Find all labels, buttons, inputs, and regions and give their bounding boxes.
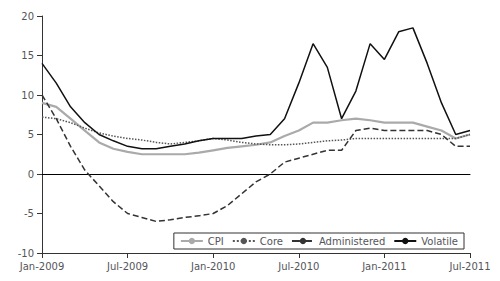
svg-text:Jul-2009: Jul-2009 bbox=[106, 261, 148, 272]
svg-text:Jan-2011: Jan-2011 bbox=[361, 261, 406, 272]
svg-text:Administered: Administered bbox=[319, 236, 385, 247]
svg-text:Volatile: Volatile bbox=[421, 236, 458, 247]
svg-text:CPI: CPI bbox=[208, 236, 224, 247]
svg-text:5: 5 bbox=[28, 129, 34, 140]
svg-text:20: 20 bbox=[21, 11, 34, 22]
svg-text:0: 0 bbox=[28, 169, 34, 180]
svg-text:-10: -10 bbox=[18, 248, 34, 259]
svg-text:Jan-2009: Jan-2009 bbox=[19, 261, 64, 272]
svg-text:10: 10 bbox=[21, 90, 34, 101]
svg-text:Jul-2010: Jul-2010 bbox=[277, 261, 319, 272]
svg-text:Jul-2011: Jul-2011 bbox=[448, 261, 490, 272]
svg-text:15: 15 bbox=[21, 50, 34, 61]
svg-text:Core: Core bbox=[260, 236, 283, 247]
svg-text:-5: -5 bbox=[24, 208, 34, 219]
svg-text:Jan-2010: Jan-2010 bbox=[190, 261, 235, 272]
